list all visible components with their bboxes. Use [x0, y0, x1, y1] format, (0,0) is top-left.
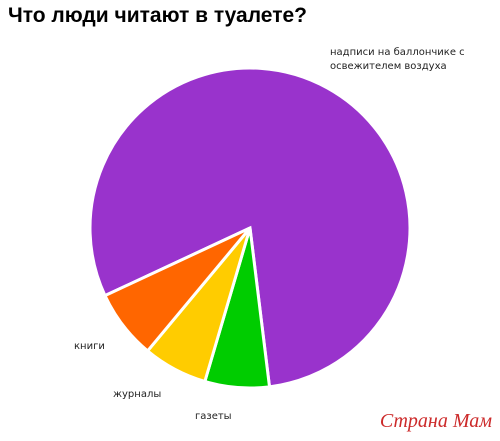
pie-slice	[88, 66, 412, 389]
pie-slice	[102, 226, 252, 354]
slice-label: газеты	[195, 411, 232, 422]
slice-label: надписи на баллончике с освежителем возд…	[330, 47, 465, 72]
slice-label: журналы	[113, 389, 162, 400]
slice-label: книги	[74, 341, 105, 352]
chart-title: Что люди читают в туалете?	[8, 4, 307, 27]
watermark: Страна Мам	[379, 410, 492, 432]
